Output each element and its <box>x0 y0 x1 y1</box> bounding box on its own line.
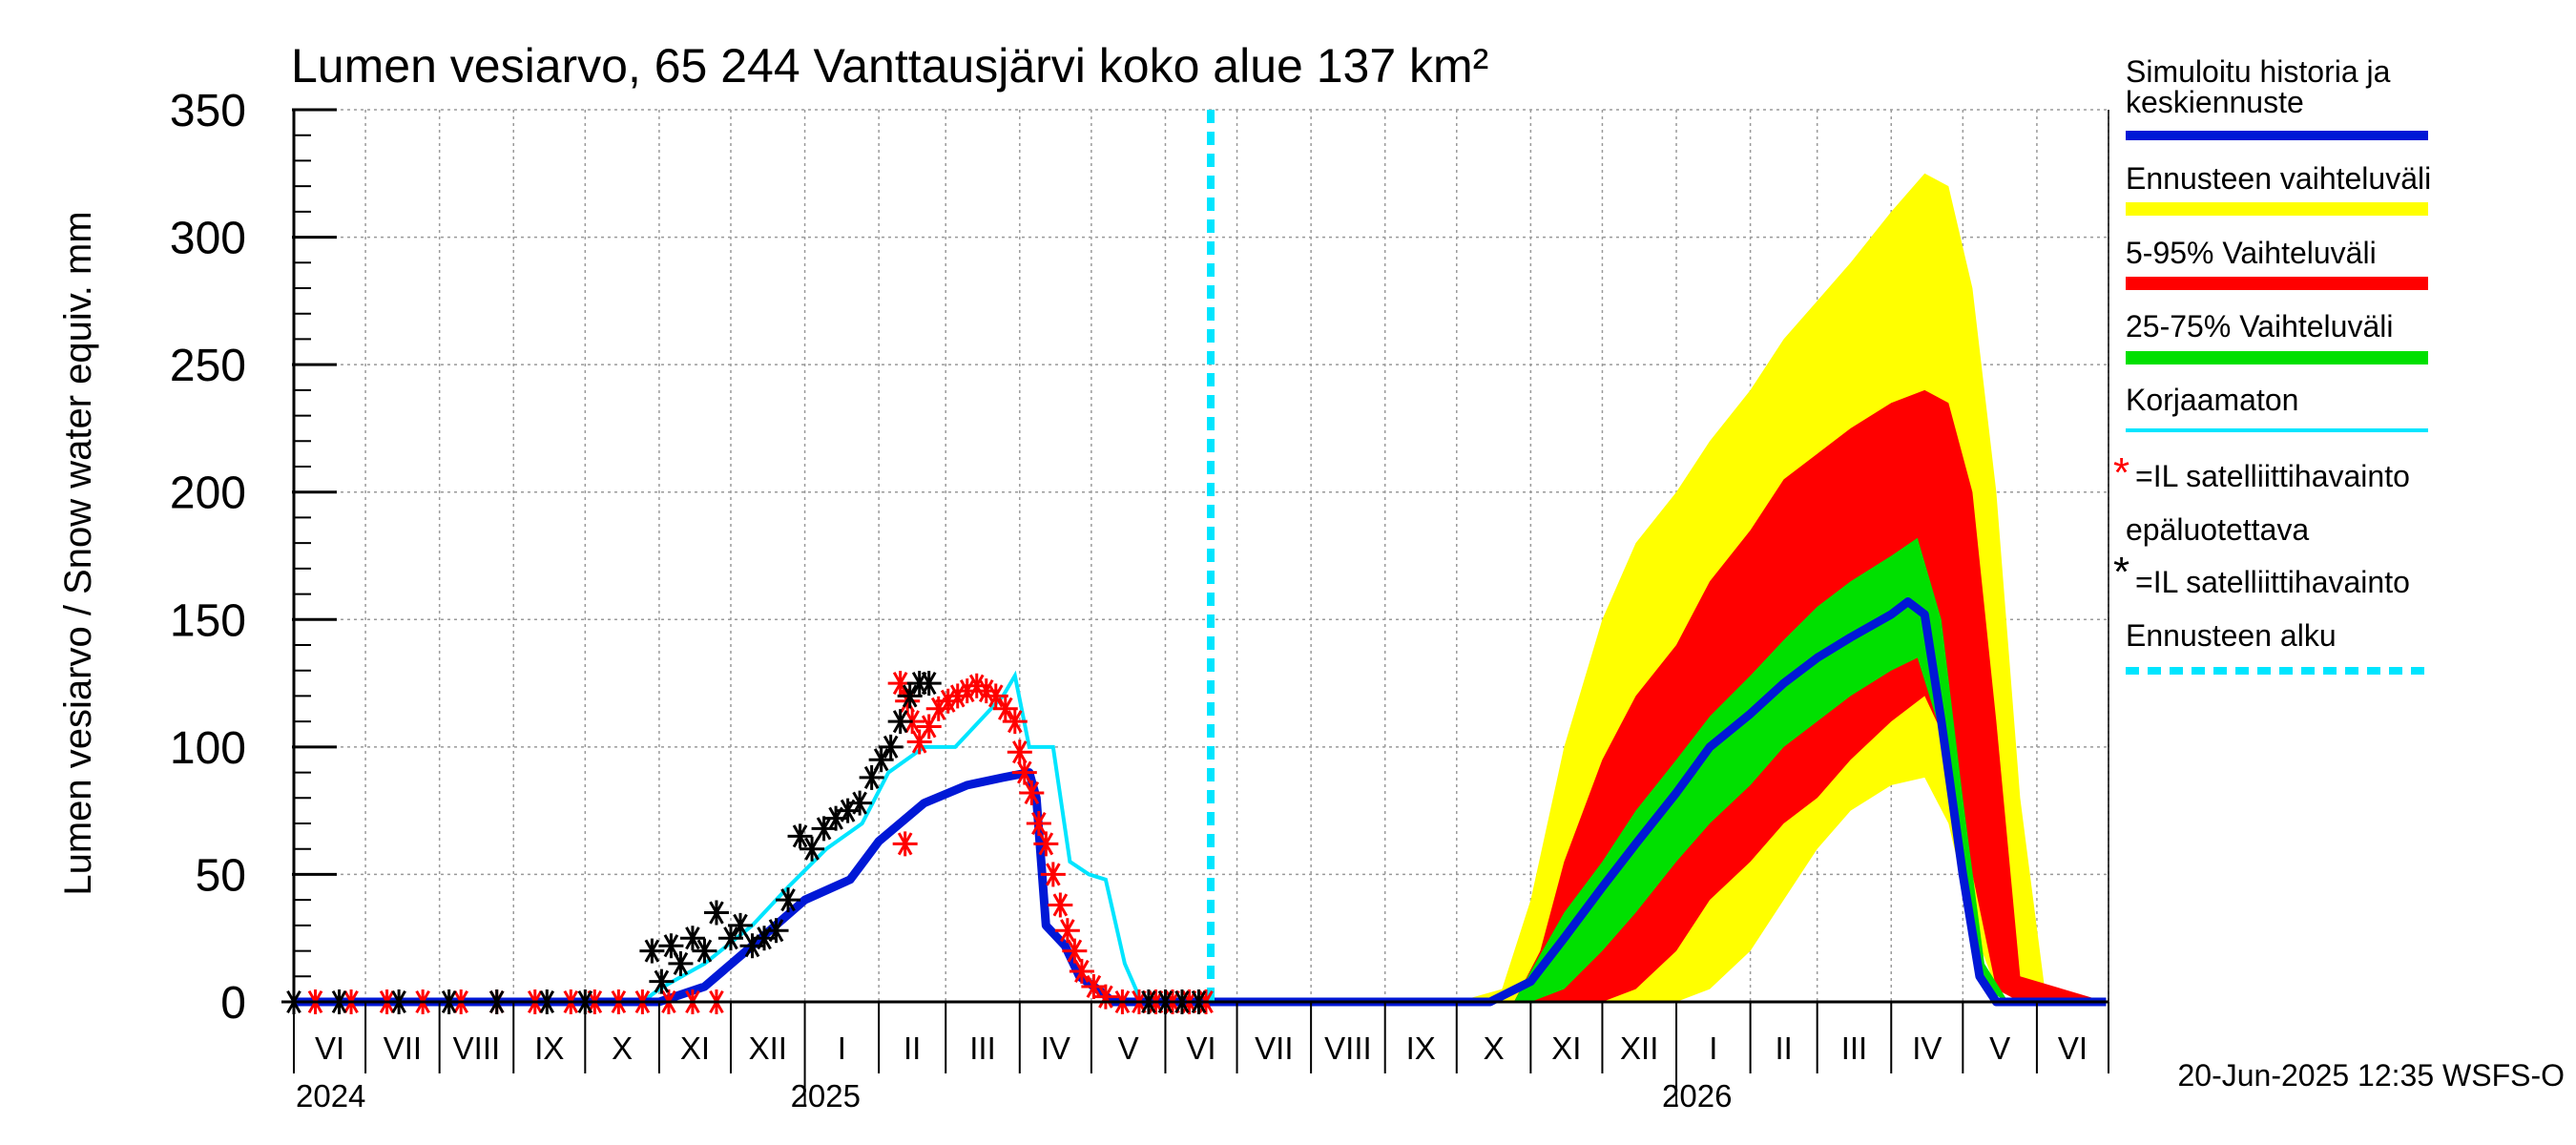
x-month-label: III <box>969 1030 996 1066</box>
series-line-korjaamaton <box>294 670 1211 1004</box>
x-month-label: II <box>904 1030 921 1066</box>
x-year-label: 2026 <box>1662 1078 1732 1114</box>
obs-marker-reliable <box>811 816 837 842</box>
legend: Simuloitu historia ja keskiennuste Ennus… <box>2113 54 2431 675</box>
obs-marker-reliable <box>859 764 884 790</box>
y-tick-label: 0 <box>220 978 246 1029</box>
y-tick-label: 350 <box>170 86 246 136</box>
x-month-label: VII <box>384 1030 422 1066</box>
x-month-label: VII <box>1255 1030 1293 1066</box>
chart-title: Lumen vesiarvo, 65 244 Vanttausjärvi kok… <box>291 39 1488 93</box>
legend-label-forecast-start: Ennusteen alku <box>2126 618 2337 653</box>
y-tick-labels: 0 50 100 150 200 250 300 350 <box>170 86 246 1029</box>
footer-timestamp: 20-Jun-2025 12:35 WSFS-O <box>2177 1058 2565 1093</box>
obs-marker-unreliable <box>973 678 999 704</box>
obs-marker-unreliable <box>1019 780 1045 805</box>
obs-marker-reliable <box>727 912 753 938</box>
obs-marker-unreliable <box>1040 862 1066 887</box>
x-month-label: VIII <box>1324 1030 1372 1066</box>
x-month-label: XII <box>1620 1030 1658 1066</box>
legend-marker-obs: * <box>2113 549 2129 595</box>
obs-marker-unreliable <box>1007 739 1032 765</box>
y-tick-label: 100 <box>170 723 246 774</box>
obs-marker-reliable <box>868 747 894 773</box>
obs-marker-reliable <box>763 918 789 944</box>
x-month-label: XI <box>1551 1030 1581 1066</box>
legend-label-obs: =IL satelliittihavainto <box>2135 565 2410 599</box>
obs-marker-reliable <box>692 938 717 964</box>
x-tick-labels: VI VII VIII IX X XI XII I II III IV V VI VII VIII IX X XI… <box>296 1030 2088 1114</box>
obs-marker-reliable <box>897 683 923 709</box>
x-month-label: III <box>1841 1030 1868 1066</box>
obs-marker-reliable <box>847 790 873 816</box>
obs-marker-unreliable <box>1054 918 1080 944</box>
x-month-label: VIII <box>453 1030 501 1066</box>
x-year-label: 2024 <box>296 1078 365 1114</box>
x-month-label: I <box>1709 1030 1717 1066</box>
x-month-label: II <box>1775 1030 1792 1066</box>
obs-marker-reliable <box>703 900 729 926</box>
obs-marker-reliable <box>878 734 904 760</box>
obs-marker-reliable <box>887 709 913 735</box>
x-month-label: IV <box>1041 1030 1070 1066</box>
x-month-label: VI <box>315 1030 344 1066</box>
obs-marker-unreliable <box>1011 760 1037 785</box>
obs-marker-reliable <box>800 836 825 862</box>
legend-label-obs-unreliable-1: =IL satelliittihavainto <box>2135 459 2410 493</box>
y-tick-label: 250 <box>170 341 246 391</box>
legend-label-mean-2: keskiennuste <box>2126 85 2304 119</box>
x-month-label: VI <box>2058 1030 2088 1066</box>
obs-marker-reliable <box>787 823 813 849</box>
y-tick-label: 150 <box>170 595 246 646</box>
forecast-bands <box>1456 173 2107 1003</box>
obs-marker-unreliable <box>1026 811 1051 836</box>
legend-label-range-25-75: 25-75% Vaihteluväli <box>2126 309 2393 344</box>
obs-marker-unreliable <box>1048 892 1073 918</box>
y-tick-label: 50 <box>196 850 246 901</box>
obs-marker-reliable <box>717 926 743 951</box>
legend-label-range-all: Ennusteen vaihteluväli <box>2126 161 2431 196</box>
obs-marker-unreliable <box>1033 831 1059 857</box>
obs-marker-reliable <box>679 926 705 951</box>
x-month-label: I <box>838 1030 846 1066</box>
satellite-observations <box>281 671 1219 1014</box>
legend-label-mean-1: Simuloitu historia ja <box>2126 54 2391 89</box>
obs-marker-reliable <box>639 938 665 964</box>
x-month-label: XI <box>680 1030 710 1066</box>
x-month-label: VI <box>1186 1030 1215 1066</box>
band-25-75-vaihteluv-li <box>1456 537 2107 1002</box>
y-axis-label: Lumen vesiarvo / Snow water equiv. mm <box>57 211 99 895</box>
obs-marker-unreliable <box>1062 938 1088 964</box>
axes <box>292 108 2109 1107</box>
x-month-label: X <box>612 1030 633 1066</box>
legend-label-range-5-95: 5-95% Vaihteluväli <box>2126 236 2377 270</box>
obs-marker-reliable <box>649 968 675 994</box>
y-tick-label: 300 <box>170 214 246 264</box>
obs-marker-reliable <box>776 887 801 913</box>
obs-marker-unreliable <box>983 683 1008 709</box>
x-month-label: IX <box>534 1030 564 1066</box>
x-month-label: IV <box>1912 1030 1942 1066</box>
legend-label-obs-unreliable-2: epäluotettava <box>2126 512 2309 547</box>
x-month-label: V <box>1118 1030 1139 1066</box>
x-month-label: XII <box>749 1030 787 1066</box>
obs-marker-unreliable <box>1081 973 1107 999</box>
obs-marker-reliable <box>668 950 694 976</box>
obs-marker-reliable <box>916 671 942 697</box>
obs-marker-unreliable <box>1002 709 1028 735</box>
legend-marker-obs-unreliable: * <box>2113 449 2129 496</box>
x-month-label: IX <box>1406 1030 1436 1066</box>
x-year-label: 2025 <box>791 1078 861 1114</box>
obs-marker-unreliable <box>892 831 918 857</box>
legend-label-uncorrected: Korjaamaton <box>2126 383 2298 417</box>
obs-marker-unreliable <box>1069 958 1094 984</box>
x-month-label: X <box>1484 1030 1505 1066</box>
obs-marker-unreliable <box>992 696 1018 721</box>
x-month-label: V <box>1989 1030 2010 1066</box>
obs-marker-unreliable <box>1092 984 1118 1010</box>
y-tick-label: 200 <box>170 468 246 519</box>
